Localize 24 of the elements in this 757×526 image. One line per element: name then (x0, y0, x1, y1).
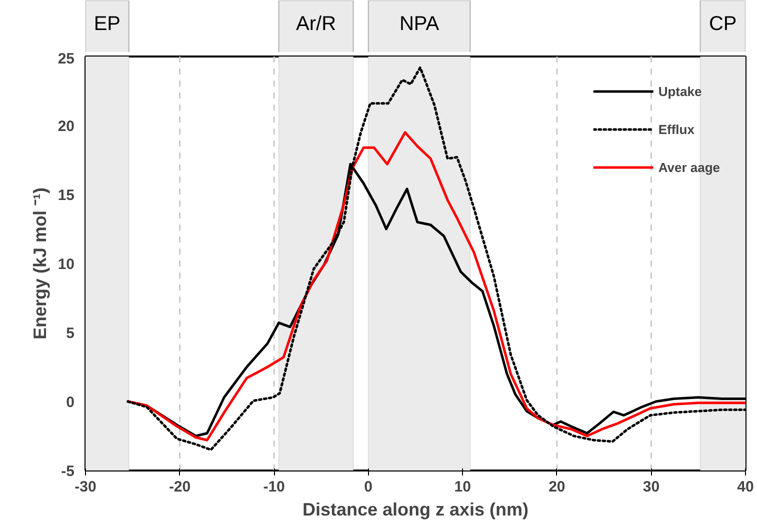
y-axis-title: Energy (kJ mol ⁻¹) (30, 187, 50, 340)
legend-label: Uptake (658, 84, 702, 98)
band-label: EP (94, 12, 121, 35)
legend-label: Aver aage (658, 160, 720, 174)
legend-label: Efflux (658, 122, 694, 136)
y-tick-label: 20 (58, 118, 75, 135)
y-tick-label: 0 (66, 394, 74, 411)
y-tick-label: 25 (58, 50, 75, 68)
x-tick-label: 10 (454, 478, 471, 496)
y-tick-label: 15 (58, 187, 75, 204)
band-label: NPA (399, 12, 440, 35)
x-tick-label: 0 (364, 478, 373, 496)
x-axis-title: Distance along z axis (nm) (302, 500, 529, 520)
y-tick-label: 10 (58, 256, 75, 273)
x-tick-label: -30 (74, 478, 96, 496)
band-label: Ar/R (296, 12, 336, 35)
x-tick-label: 40 (737, 478, 754, 496)
x-tick-label: 30 (642, 478, 660, 496)
band-label: CP (708, 12, 737, 35)
y-tick-label: 5 (66, 325, 74, 342)
x-tick-label: 20 (548, 478, 566, 496)
y-tick-label: -5 (61, 463, 75, 480)
x-tick-label: -10 (263, 478, 285, 496)
x-tick-label: -20 (168, 478, 191, 496)
